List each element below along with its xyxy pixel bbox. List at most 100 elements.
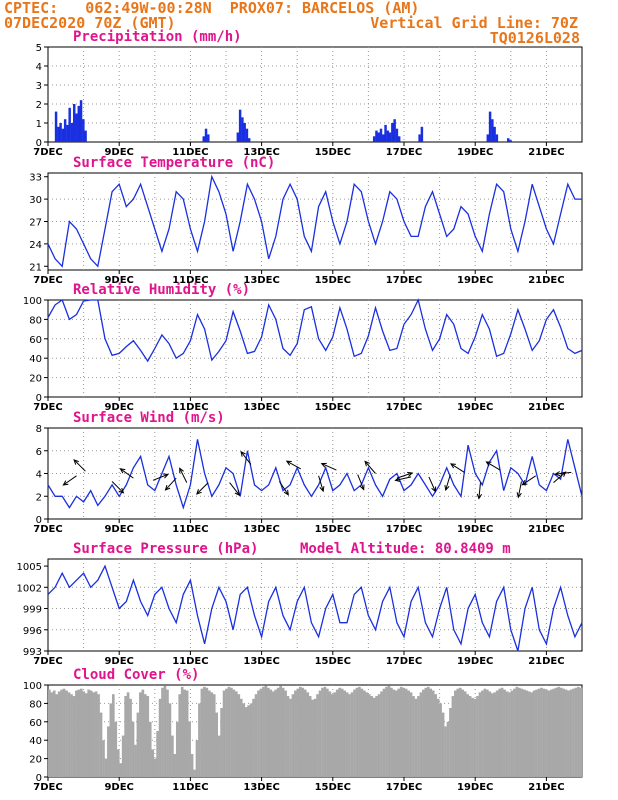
bar <box>294 690 297 777</box>
wind-arrow <box>357 474 365 490</box>
x-tick-label: 17DEC <box>386 656 422 667</box>
bar <box>178 694 182 777</box>
bar <box>72 696 76 777</box>
bar <box>473 698 477 777</box>
bar <box>463 691 467 777</box>
bar <box>419 692 423 777</box>
header-model-id: TQ0126L028 <box>489 29 580 47</box>
bar <box>239 698 243 777</box>
bar <box>274 689 278 777</box>
y-tick-label: 0 <box>36 393 42 404</box>
bar <box>486 689 489 777</box>
x-tick-label: 9DEC <box>104 656 133 667</box>
bar <box>121 735 125 777</box>
bar <box>439 703 442 777</box>
bar <box>394 690 398 777</box>
bar <box>441 712 445 777</box>
bar <box>94 691 98 777</box>
bar <box>236 132 240 142</box>
bar <box>243 123 246 142</box>
bar <box>168 703 172 777</box>
bar <box>66 124 69 142</box>
bar <box>87 689 91 777</box>
bar <box>148 721 152 777</box>
bar <box>185 690 189 777</box>
bar <box>444 726 447 777</box>
bar <box>79 688 83 777</box>
x-tick-label: 15DEC <box>315 524 351 535</box>
bar <box>171 735 174 777</box>
bar <box>564 689 568 777</box>
y-tick-label: 60 <box>29 718 42 729</box>
bar <box>242 703 246 777</box>
bar <box>478 692 482 777</box>
x-tick-label: 9DEC <box>104 402 133 413</box>
bar <box>61 128 65 142</box>
x-tick-label: 11DEC <box>172 656 208 667</box>
x-tick-label: 13DEC <box>243 147 279 158</box>
bar <box>97 694 100 777</box>
x-tick-label: 7DEC <box>33 147 62 158</box>
x-tick-label: 9DEC <box>104 524 133 535</box>
x-tick-label: 17DEC <box>386 524 422 535</box>
bar <box>235 691 238 777</box>
bar <box>306 692 310 777</box>
y-tick-label: 40 <box>29 354 42 365</box>
bar <box>343 690 346 777</box>
x-tick-label: 21DEC <box>528 524 564 535</box>
bar <box>257 690 260 777</box>
x-tick-label: 7DEC <box>33 275 62 286</box>
bar <box>222 690 226 777</box>
bar <box>379 128 383 142</box>
y-tick-label: 0 <box>36 138 42 149</box>
bar <box>131 721 135 777</box>
wind-arrow <box>196 482 209 495</box>
bar <box>382 134 385 142</box>
wind-arrow-head <box>285 460 292 466</box>
bar <box>559 687 563 777</box>
x-tick-label: 11DEC <box>172 782 208 793</box>
bar <box>446 721 450 777</box>
bar <box>486 134 490 142</box>
wind-arrow <box>152 473 169 481</box>
bar <box>281 687 285 777</box>
bar <box>458 687 462 777</box>
panel-frame-4 <box>47 558 583 652</box>
bar <box>99 712 103 777</box>
y-tick-label: 21 <box>29 262 42 273</box>
bar <box>299 686 302 777</box>
y-tick-label: 999 <box>23 605 42 616</box>
x-tick-label: 7DEC <box>33 656 62 667</box>
model-altitude: Model Altitude: 80.8409 m <box>300 541 511 557</box>
wind-arrow-head <box>431 486 437 493</box>
bar <box>245 128 249 142</box>
bar <box>510 690 514 777</box>
wind-arrow <box>240 451 252 465</box>
bar <box>207 690 211 777</box>
wind-arrow <box>321 463 337 471</box>
wind-arrow-head <box>394 476 401 482</box>
wind-arrow-head <box>516 492 522 499</box>
bar <box>193 769 196 777</box>
bar <box>426 686 430 777</box>
x-tick-label: 11DEC <box>172 524 208 535</box>
bar <box>491 119 494 142</box>
x-tick-label: 19DEC <box>457 656 493 667</box>
x-tick-label: 13DEC <box>243 524 279 535</box>
bar <box>116 749 120 777</box>
bar <box>244 707 248 777</box>
bar <box>542 688 546 777</box>
header-line1: CPTEC: 062:49W-00:28N PROX07: BARCELOS (… <box>4 0 420 17</box>
bar <box>55 694 59 777</box>
y-tick-label: 80 <box>29 315 42 326</box>
bar <box>547 690 551 777</box>
panel-title: Precipitation (mm/h) <box>73 29 242 45</box>
bar <box>153 758 157 777</box>
bar <box>161 687 164 777</box>
bar <box>247 138 251 142</box>
bar <box>301 687 305 777</box>
wind-arrow <box>364 461 376 474</box>
bar <box>417 696 420 777</box>
series-line <box>47 564 583 652</box>
panel-title: Surface Temperature (nC) <box>73 155 275 171</box>
